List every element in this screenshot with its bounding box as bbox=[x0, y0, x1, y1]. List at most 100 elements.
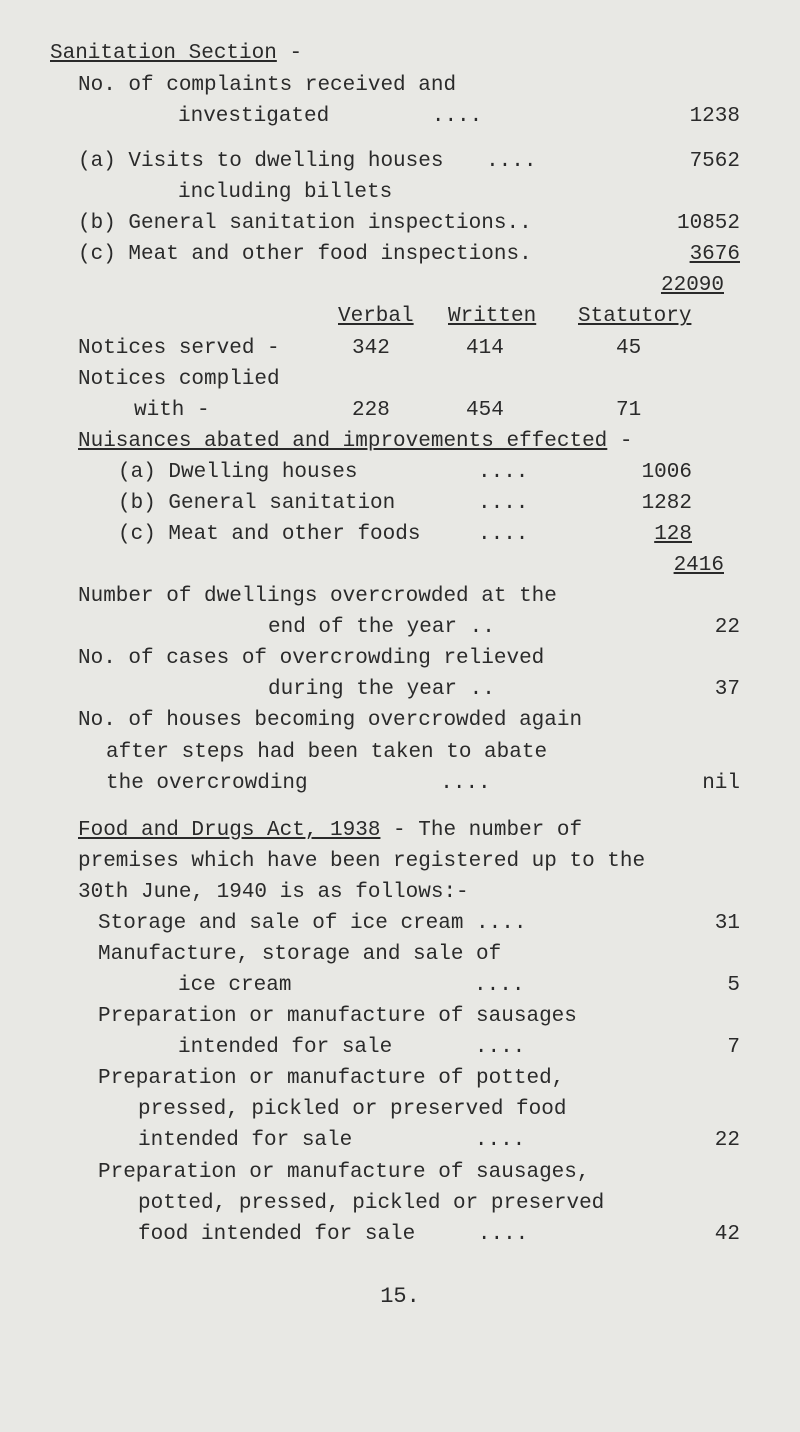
food-a-l1: Storage and sale of ice cream .... bbox=[98, 908, 650, 939]
food-e-l3: food intended for sale bbox=[78, 1223, 415, 1246]
dots: .... bbox=[320, 772, 490, 795]
dots: .... bbox=[478, 519, 558, 550]
dwell-v1: 22 bbox=[650, 612, 750, 643]
with-written: 454 bbox=[448, 395, 578, 426]
food-title-rest: - The number of bbox=[380, 819, 582, 842]
served-statutory: 45 bbox=[578, 333, 708, 364]
food-b-v: 5 bbox=[650, 970, 750, 1001]
dwell-l6: after steps had been taken to abate bbox=[78, 737, 750, 768]
food-d-wrap: intended for sale .... bbox=[78, 1125, 650, 1156]
served-verbal: 342 bbox=[338, 333, 448, 364]
complaints-line2: investigated bbox=[78, 105, 329, 128]
item-c-label: (c) Meat and other food inspections. bbox=[78, 239, 650, 270]
food-b-l2: ice cream bbox=[78, 974, 291, 997]
food-heading: Food and Drugs Act, 1938 - The number of bbox=[78, 815, 750, 846]
dwell-v3: nil bbox=[650, 768, 750, 799]
food-e-l2: potted, pressed, pickled or preserved bbox=[78, 1188, 750, 1219]
dwell-l7-wrap: the overcrowding .... bbox=[78, 768, 650, 799]
section-dash: - bbox=[277, 42, 302, 65]
notices-header-row: Verbal Written Statutory bbox=[78, 301, 750, 332]
dwell-l4: during the year .. bbox=[78, 674, 650, 705]
food-block: Food and Drugs Act, 1938 - The number of… bbox=[50, 815, 750, 1250]
nuisance-b-label: (b) General sanitation bbox=[78, 488, 478, 519]
food-e-l1: Preparation or manufacture of sausages, bbox=[78, 1157, 750, 1188]
notices-with-row: with - 228 454 71 bbox=[78, 395, 750, 426]
food-a-v: 31 bbox=[650, 908, 750, 939]
food-a: Storage and sale of ice cream .... 31 bbox=[78, 908, 750, 939]
visits-block: (a) Visits to dwelling houses .... 7562 … bbox=[50, 146, 750, 301]
notices-table: Verbal Written Statutory Notices served … bbox=[50, 301, 750, 425]
food-e-wrap: food intended for sale .... bbox=[78, 1219, 650, 1250]
item-b-value: 10852 bbox=[650, 208, 750, 239]
complaints-line2-wrap: investigated .... bbox=[78, 101, 650, 132]
served-label: Notices served - bbox=[78, 333, 338, 364]
dots: .... bbox=[456, 150, 536, 173]
food-l3: 30th June, 1940 is as follows:- bbox=[78, 877, 750, 908]
food-l2: premises which have been registered up t… bbox=[78, 846, 750, 877]
document-page: Sanitation Section - No. of complaints r… bbox=[0, 0, 800, 1343]
item-a-sub: including billets bbox=[78, 177, 750, 208]
dots: .... bbox=[365, 1129, 525, 1152]
item-a-row: (a) Visits to dwelling houses .... 7562 bbox=[78, 146, 750, 177]
item-c-value: 3676 bbox=[650, 239, 750, 270]
complaints-line1: No. of complaints received and bbox=[78, 70, 750, 101]
nuisance-b: (b) General sanitation .... 1282 bbox=[78, 488, 750, 519]
food-b-l1: Manufacture, storage and sale of bbox=[78, 939, 750, 970]
nuisances-dash: - bbox=[607, 430, 632, 453]
food-e-r: food intended for sale .... 42 bbox=[78, 1219, 750, 1250]
food-c-v: 7 bbox=[650, 1032, 750, 1063]
blank-header bbox=[78, 301, 338, 332]
food-c-wrap: intended for sale .... bbox=[78, 1032, 650, 1063]
header-written: Written bbox=[448, 301, 578, 332]
dwell-l1: Number of dwellings overcrowded at the bbox=[78, 581, 750, 612]
dwell-r3: the overcrowding .... nil bbox=[78, 768, 750, 799]
food-d-v: 22 bbox=[650, 1125, 750, 1156]
food-e-v: 42 bbox=[650, 1219, 750, 1250]
dwell-l7: the overcrowding bbox=[78, 772, 308, 795]
dwell-l2: end of the year .. bbox=[78, 612, 650, 643]
complaints-block: No. of complaints received and investiga… bbox=[50, 70, 750, 132]
section-heading: Sanitation Section - bbox=[50, 38, 750, 70]
nuisance-total: 2416 bbox=[78, 550, 750, 581]
nuisance-c: (c) Meat and other foods .... 128 bbox=[78, 519, 750, 550]
complaints-row: investigated .... 1238 bbox=[78, 101, 750, 132]
nuisances-heading: Nuisances abated and improvements effect… bbox=[78, 426, 750, 457]
item-c-row: (c) Meat and other food inspections. 367… bbox=[78, 239, 750, 270]
food-d-l3: intended for sale bbox=[78, 1129, 352, 1152]
dots: .... bbox=[405, 1036, 525, 1059]
nuisances-block: Nuisances abated and improvements effect… bbox=[50, 426, 750, 581]
dwell-l5: No. of houses becoming overcrowded again bbox=[78, 705, 750, 736]
dots: .... bbox=[342, 105, 482, 128]
item-b-row: (b) General sanitation inspections.. 108… bbox=[78, 208, 750, 239]
dwell-r1: end of the year .. 22 bbox=[78, 612, 750, 643]
dwell-l3: No. of cases of overcrowding relieved bbox=[78, 643, 750, 674]
total-22090: 22090 bbox=[78, 270, 750, 301]
dots: .... bbox=[304, 974, 524, 997]
item-a-value: 7562 bbox=[650, 146, 750, 177]
served-written: 414 bbox=[448, 333, 578, 364]
food-c-l2: intended for sale bbox=[78, 1036, 392, 1059]
item-a-left: (a) Visits to dwelling houses .... bbox=[78, 146, 650, 177]
dwell-r2: during the year .. 37 bbox=[78, 674, 750, 705]
spacer bbox=[50, 799, 750, 815]
with-statutory: 71 bbox=[578, 395, 708, 426]
food-title: Food and Drugs Act, 1938 bbox=[78, 819, 380, 842]
notices-served-row: Notices served - 342 414 45 bbox=[78, 333, 750, 364]
food-d-r: intended for sale .... 22 bbox=[78, 1125, 750, 1156]
header-verbal: Verbal bbox=[338, 301, 448, 332]
food-d-l1: Preparation or manufacture of potted, bbox=[78, 1063, 750, 1094]
header-statutory: Statutory bbox=[578, 301, 708, 332]
nuisance-a-value: 1006 bbox=[558, 457, 708, 488]
item-a-label: (a) Visits to dwelling houses bbox=[78, 150, 443, 173]
nuisance-b-value: 1282 bbox=[558, 488, 708, 519]
food-c-r: intended for sale .... 7 bbox=[78, 1032, 750, 1063]
dots: .... bbox=[428, 1223, 528, 1246]
with-verbal: 228 bbox=[338, 395, 448, 426]
nuisance-c-value: 128 bbox=[558, 519, 708, 550]
food-b-wrap: ice cream .... bbox=[78, 970, 650, 1001]
section-title: Sanitation Section bbox=[50, 42, 277, 65]
food-d-l2: pressed, pickled or preserved food bbox=[78, 1094, 750, 1125]
nuisances-title: Nuisances abated and improvements effect… bbox=[78, 430, 607, 453]
dwell-v2: 37 bbox=[650, 674, 750, 705]
spacer bbox=[50, 132, 750, 146]
